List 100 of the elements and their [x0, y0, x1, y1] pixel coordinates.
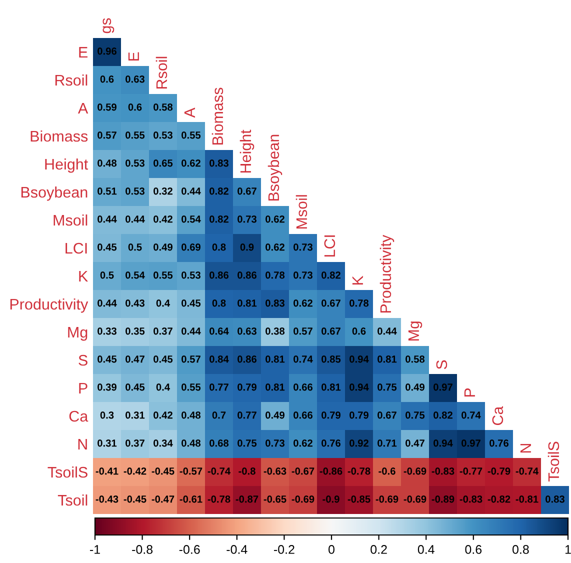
data-label: 0.97	[434, 384, 452, 391]
data-label: -0.74	[208, 468, 230, 475]
data-label: 0.37	[154, 328, 172, 335]
data-label: 0.8	[212, 244, 226, 251]
data-label: 0.96	[98, 48, 116, 55]
data-label: 0.67	[238, 188, 256, 195]
x-tick-label: Biomass	[212, 88, 224, 145]
data-label: 0.62	[294, 300, 312, 307]
data-label: 0.43	[126, 300, 144, 307]
data-label: 0.33	[98, 328, 116, 335]
data-label: 0.44	[182, 188, 201, 195]
data-label: 0.94	[350, 356, 369, 363]
color-bar-label: -0.2	[274, 545, 294, 554]
data-label: 0.79	[322, 412, 340, 419]
data-label: 0.39	[98, 384, 116, 391]
color-bar-label: -0.6	[179, 545, 200, 554]
y-tick-label: Ca	[69, 410, 88, 422]
data-label: 0.73	[294, 244, 312, 251]
data-label: -0.42	[124, 468, 146, 475]
data-label: 0.58	[406, 356, 425, 363]
data-label: 0.83	[266, 300, 284, 307]
data-label: 0.78	[350, 300, 369, 307]
data-label: 0.74	[462, 412, 481, 419]
data-label: 0.67	[322, 300, 340, 307]
data-label: 0.81	[238, 300, 257, 307]
data-label: 0.59	[98, 104, 116, 111]
data-label: 0.48	[182, 440, 201, 447]
data-label: 0.38	[266, 328, 285, 335]
data-label: 0.34	[154, 440, 173, 447]
y-tick-label: Mg	[68, 327, 88, 341]
data-label: 0.62	[266, 216, 284, 223]
data-label: 0.82	[210, 188, 228, 195]
data-label: 0.6	[100, 76, 114, 83]
x-tick-label: Height	[240, 130, 254, 173]
data-label: -0.78	[348, 468, 370, 475]
data-label: 0.97	[462, 440, 480, 447]
data-label: -0.69	[292, 496, 314, 503]
data-label: 0.48	[182, 412, 201, 419]
data-label: 0.55	[126, 132, 145, 139]
data-label: 0.6	[128, 104, 142, 111]
data-label: -0.69	[404, 468, 426, 475]
data-label: 0.44	[98, 300, 117, 307]
data-label: 0.86	[210, 272, 228, 279]
data-label: 0.62	[266, 244, 284, 251]
data-label: 0.57	[294, 328, 312, 335]
data-label: 0.53	[126, 160, 144, 167]
y-tick-label: Rsoil	[55, 74, 88, 86]
data-label: 0.66	[294, 412, 312, 419]
data-label: -0.47	[152, 496, 174, 503]
color-bar-label: 0.4	[418, 545, 434, 554]
data-label: -0.45	[124, 496, 146, 503]
data-label: 0.71	[378, 440, 397, 447]
data-label: -0.45	[152, 468, 174, 475]
data-label: 0.57	[98, 132, 116, 139]
data-label: -0.8	[238, 468, 256, 475]
data-label: 0.54	[126, 272, 145, 279]
x-tick-label: Productivity	[380, 234, 394, 313]
data-label: 0.4	[156, 300, 170, 307]
data-label: 0.67	[378, 412, 396, 419]
data-label: 0.44	[126, 216, 145, 223]
data-label: 0.69	[182, 244, 200, 251]
data-label: 0.55	[154, 272, 173, 279]
data-label: -0.43	[96, 496, 118, 503]
data-label: 0.55	[182, 384, 201, 391]
color-bar-label: -0.4	[226, 545, 248, 554]
data-label: 0.6	[352, 328, 366, 335]
color-bar-label: -1	[90, 545, 100, 554]
color-bar-label: -0.8	[132, 545, 153, 554]
data-label: 0.49	[266, 412, 284, 419]
y-tick-label: LCI	[66, 242, 87, 254]
color-bar-label: 0.2	[370, 545, 387, 554]
data-label: 0.62	[294, 440, 312, 447]
data-label: 0.5	[128, 244, 142, 251]
color-bar-label: 0.6	[465, 545, 482, 554]
y-tick-label: S	[78, 354, 88, 366]
data-label: 0.81	[378, 356, 397, 363]
data-label: 0.92	[350, 440, 368, 447]
data-label: 0.63	[238, 328, 256, 335]
data-label: 0.5	[100, 272, 114, 279]
y-tick-label: TsoilS	[48, 466, 88, 478]
data-label: 0.62	[182, 160, 200, 167]
data-label: 0.4	[156, 384, 170, 391]
data-label: 0.65	[154, 160, 173, 167]
data-label: -0.83	[432, 468, 454, 475]
data-label: 0.45	[98, 244, 117, 251]
data-label: -0.78	[208, 496, 230, 503]
data-label: 0.94	[434, 440, 453, 447]
color-bar-label: 0	[328, 545, 334, 554]
data-label: 0.86	[238, 356, 256, 363]
data-label: 0.73	[238, 216, 256, 223]
data-label: 0.53	[126, 188, 144, 195]
data-label: 0.83	[210, 160, 228, 167]
data-label: 0.81	[266, 356, 285, 363]
data-label: 0.42	[154, 216, 172, 223]
data-label: 0.75	[238, 440, 257, 447]
data-label: -0.85	[348, 496, 370, 503]
data-label: 0.44	[182, 328, 201, 335]
data-label: 0.76	[490, 440, 508, 447]
y-tick-label: E	[79, 47, 88, 58]
y-tick-label: P	[79, 383, 88, 394]
